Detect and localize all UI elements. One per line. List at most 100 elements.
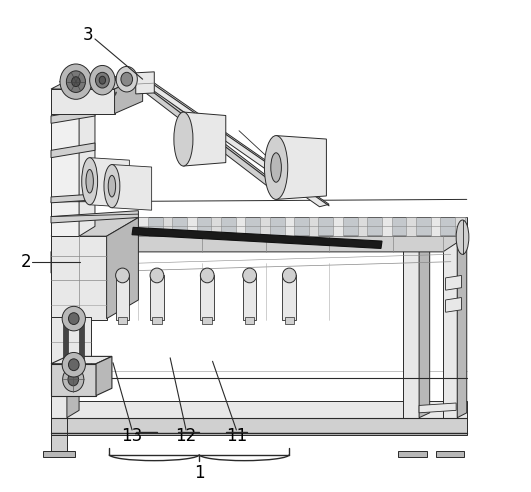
- Polygon shape: [67, 194, 79, 418]
- Text: 3: 3: [83, 26, 93, 44]
- Polygon shape: [398, 451, 427, 457]
- Polygon shape: [446, 298, 461, 312]
- Polygon shape: [51, 236, 79, 273]
- Polygon shape: [43, 451, 75, 457]
- Ellipse shape: [82, 158, 98, 205]
- Polygon shape: [150, 276, 164, 320]
- Text: 12: 12: [175, 428, 196, 445]
- Ellipse shape: [108, 175, 116, 197]
- Polygon shape: [236, 216, 245, 236]
- Polygon shape: [276, 136, 327, 199]
- Polygon shape: [96, 356, 112, 396]
- Polygon shape: [51, 400, 467, 418]
- Ellipse shape: [243, 268, 256, 283]
- Polygon shape: [51, 109, 79, 236]
- Polygon shape: [107, 217, 139, 319]
- Ellipse shape: [68, 313, 79, 325]
- Ellipse shape: [90, 65, 115, 95]
- Polygon shape: [112, 164, 152, 210]
- Polygon shape: [51, 211, 139, 223]
- Polygon shape: [443, 236, 457, 418]
- Text: 13: 13: [122, 428, 143, 445]
- Polygon shape: [115, 77, 143, 114]
- Polygon shape: [79, 216, 467, 236]
- Ellipse shape: [456, 220, 469, 254]
- Ellipse shape: [68, 373, 79, 386]
- Polygon shape: [51, 217, 139, 236]
- Polygon shape: [406, 216, 416, 236]
- Polygon shape: [333, 216, 343, 236]
- Polygon shape: [202, 317, 212, 325]
- Polygon shape: [152, 317, 162, 325]
- Polygon shape: [51, 364, 96, 396]
- Polygon shape: [382, 216, 391, 236]
- Ellipse shape: [86, 169, 93, 193]
- Polygon shape: [245, 317, 254, 325]
- Polygon shape: [211, 216, 221, 236]
- Ellipse shape: [116, 268, 130, 283]
- Polygon shape: [79, 99, 95, 236]
- Polygon shape: [51, 89, 115, 114]
- Ellipse shape: [62, 307, 85, 331]
- Polygon shape: [51, 418, 467, 435]
- Ellipse shape: [68, 359, 79, 370]
- Polygon shape: [243, 276, 256, 320]
- Ellipse shape: [282, 268, 296, 283]
- Polygon shape: [51, 143, 95, 158]
- Text: 1: 1: [194, 463, 204, 482]
- Polygon shape: [118, 317, 127, 325]
- Polygon shape: [51, 356, 112, 364]
- Ellipse shape: [62, 352, 85, 377]
- Polygon shape: [51, 191, 139, 203]
- Polygon shape: [128, 77, 281, 189]
- Polygon shape: [183, 112, 226, 166]
- Polygon shape: [79, 317, 84, 366]
- Polygon shape: [431, 216, 440, 236]
- Polygon shape: [143, 81, 329, 207]
- Polygon shape: [51, 236, 467, 252]
- Polygon shape: [139, 216, 148, 236]
- Polygon shape: [282, 276, 296, 320]
- Ellipse shape: [264, 136, 288, 199]
- Polygon shape: [403, 236, 419, 418]
- Polygon shape: [200, 276, 214, 320]
- Polygon shape: [132, 227, 382, 248]
- Polygon shape: [419, 232, 430, 418]
- Polygon shape: [457, 232, 467, 418]
- Polygon shape: [51, 236, 107, 320]
- Polygon shape: [63, 317, 68, 366]
- Ellipse shape: [96, 72, 109, 88]
- Polygon shape: [163, 216, 172, 236]
- Polygon shape: [51, 77, 143, 89]
- Polygon shape: [90, 158, 130, 207]
- Polygon shape: [455, 216, 465, 236]
- Ellipse shape: [63, 367, 84, 392]
- Ellipse shape: [200, 268, 214, 283]
- Polygon shape: [116, 276, 130, 320]
- Polygon shape: [260, 216, 270, 236]
- Polygon shape: [51, 418, 67, 435]
- Polygon shape: [285, 216, 294, 236]
- Ellipse shape: [121, 72, 133, 86]
- Ellipse shape: [72, 77, 80, 87]
- Polygon shape: [51, 317, 91, 364]
- Polygon shape: [446, 276, 461, 290]
- Ellipse shape: [174, 112, 193, 166]
- Text: 2: 2: [21, 253, 31, 271]
- Polygon shape: [136, 72, 155, 94]
- Ellipse shape: [116, 66, 138, 92]
- Polygon shape: [309, 216, 319, 236]
- Polygon shape: [187, 216, 196, 236]
- Ellipse shape: [66, 71, 85, 92]
- Ellipse shape: [150, 268, 164, 283]
- Polygon shape: [51, 109, 95, 123]
- Ellipse shape: [104, 164, 120, 208]
- Ellipse shape: [271, 153, 281, 182]
- Ellipse shape: [60, 64, 92, 99]
- Ellipse shape: [99, 76, 106, 84]
- Polygon shape: [51, 202, 67, 418]
- Polygon shape: [358, 216, 367, 236]
- Polygon shape: [436, 451, 464, 457]
- Polygon shape: [419, 403, 456, 413]
- Polygon shape: [285, 317, 294, 325]
